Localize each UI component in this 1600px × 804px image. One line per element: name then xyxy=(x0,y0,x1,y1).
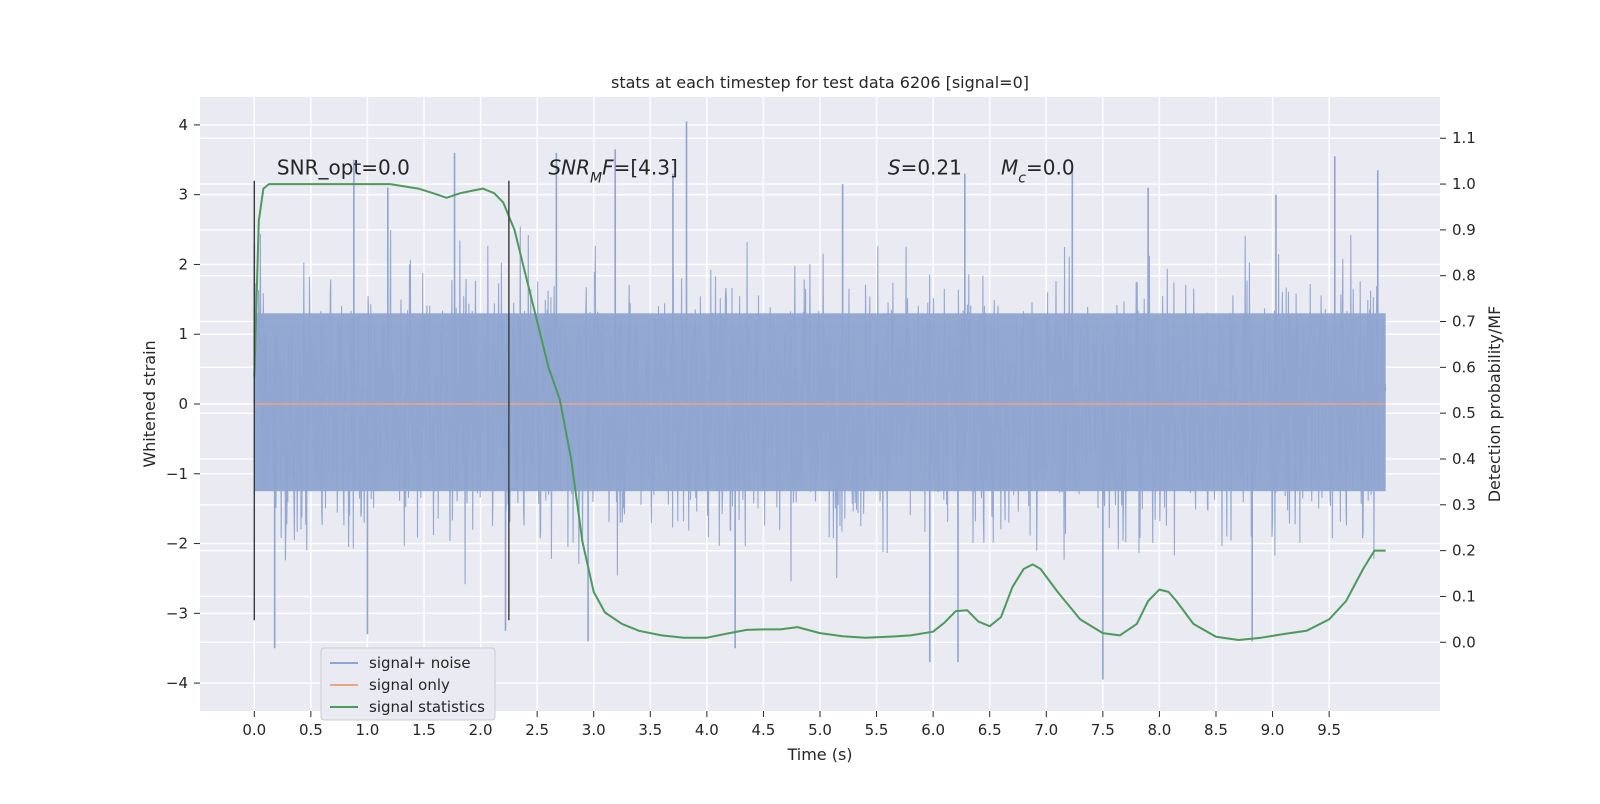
y2-tick-label-4: 0.4 xyxy=(1452,450,1476,468)
y-tick-label-7: 3 xyxy=(178,186,188,204)
annotation-2-part-1: =0.21 xyxy=(901,156,962,180)
vertical-markers xyxy=(253,180,510,621)
y-tick-label-3: −1 xyxy=(166,465,188,483)
y2-tick-label-3: 0.3 xyxy=(1452,496,1476,514)
x-tick-label-8: 4.0 xyxy=(695,721,719,739)
y-tick-label-2: −2 xyxy=(166,535,188,553)
x-tick-label-16: 8.0 xyxy=(1147,721,1171,739)
annotation-3: Mc=0.0 xyxy=(1001,156,1075,187)
y-tick-label-0: −4 xyxy=(166,674,188,692)
x-tick-label-9: 4.5 xyxy=(752,721,776,739)
chart-title: stats at each timestep for test data 620… xyxy=(611,73,1029,92)
x-tick-label-13: 6.5 xyxy=(978,721,1002,739)
y-tick-label-4: 0 xyxy=(178,395,188,413)
annotation-1-part-0: SNR xyxy=(548,156,590,180)
legend-label-signal-noise: signal+ noise xyxy=(369,654,471,672)
y2-tick-label-8: 0.8 xyxy=(1452,267,1476,285)
annotations: SNR_opt=0.0 SNRMF=[4.3] S=0.21 Mc=0.0 xyxy=(277,156,1075,187)
x-tick-label-19: 9.5 xyxy=(1317,721,1341,739)
axes: 0.0 0.5 1.0 1.5 2.0 2.5 3.0 3.5 4.0 4.5 5.0 5.5 6.0 6… xyxy=(166,116,1476,739)
y2-tick-label-1: 0.1 xyxy=(1452,587,1476,605)
annotation-0: SNR_opt=0.0 xyxy=(277,156,410,180)
x-tick-label-6: 3.0 xyxy=(582,721,606,739)
annotation-2-part-0: S xyxy=(888,156,901,180)
x-tick-label-1: 0.5 xyxy=(299,721,323,739)
y2-tick-label-9: 0.9 xyxy=(1452,221,1476,239)
y-tick-label-5: 1 xyxy=(178,325,188,343)
x-tick-label-17: 8.5 xyxy=(1204,721,1228,739)
y2-tick-label-11: 1.1 xyxy=(1452,129,1476,147)
y2-tick-label-2: 0.2 xyxy=(1452,542,1476,560)
x-tick-label-18: 9.0 xyxy=(1261,721,1285,739)
legend-label-signal-only: signal only xyxy=(369,676,450,694)
annotation-3-part-2: =0.0 xyxy=(1026,156,1075,180)
x-tick-label-15: 7.5 xyxy=(1091,721,1115,739)
y-tick-label-8: 4 xyxy=(178,116,188,134)
y-tick-label-1: −3 xyxy=(166,604,188,622)
legend-label-signal-statistics: signal statistics xyxy=(369,698,485,716)
annotation-3-part-0: M xyxy=(1001,156,1018,180)
x-tick-label-14: 7.0 xyxy=(1034,721,1058,739)
y2-tick-label-10: 1.0 xyxy=(1452,175,1476,193)
x-tick-label-11: 5.5 xyxy=(865,721,889,739)
y2-tick-label-5: 0.5 xyxy=(1452,404,1476,422)
annotation-1-part-1: M xyxy=(590,171,602,187)
y2-tick-label-6: 0.6 xyxy=(1452,358,1476,376)
x-tick-label-3: 1.5 xyxy=(412,721,436,739)
x-tick-label-4: 2.0 xyxy=(469,721,493,739)
x-tick-label-0: 0.0 xyxy=(242,721,266,739)
series-signal-noise xyxy=(253,121,1387,680)
annotation-3-part-1: c xyxy=(1018,171,1026,187)
legend-box xyxy=(320,647,496,721)
y-tick-label-6: 2 xyxy=(178,255,188,273)
annotation-1-part-3: =[4.3] xyxy=(614,156,678,180)
annotation-1: SNRMF=[4.3] xyxy=(548,156,677,187)
y2-axis-title: Detection probability/MF xyxy=(1485,306,1504,503)
noise-dense-band xyxy=(254,313,1386,492)
x-tick-label-12: 6.0 xyxy=(921,721,945,739)
annotation-2: S=0.21 xyxy=(888,156,962,180)
legend: signal+ noise signal only signal statist… xyxy=(320,647,496,721)
annotation-1-part-2: F xyxy=(602,156,614,180)
x-axis-title: Time (s) xyxy=(786,745,852,764)
y2-tick-label-0: 0.0 xyxy=(1452,633,1476,651)
y-axis-title: Whitened strain xyxy=(140,340,159,467)
x-tick-label-5: 2.5 xyxy=(525,721,549,739)
x-tick-label-2: 1.0 xyxy=(356,721,380,739)
x-tick-label-10: 5.0 xyxy=(808,721,832,739)
signal-statistics-line xyxy=(253,183,1386,641)
y2-tick-label-7: 0.7 xyxy=(1452,313,1476,331)
series-lines xyxy=(253,183,1386,641)
x-tick-label-7: 3.5 xyxy=(638,721,662,739)
